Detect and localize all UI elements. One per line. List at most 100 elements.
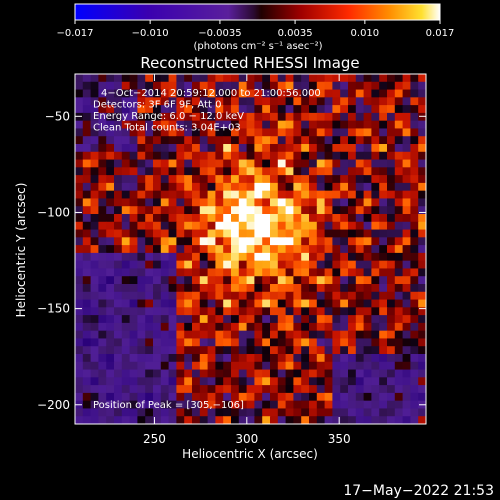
heatmap-cell: [238, 190, 248, 200]
heatmap-cell: [223, 105, 232, 114]
heatmap-cell: [231, 198, 240, 207]
heatmap-cell: [387, 182, 396, 192]
heatmap-cell: [238, 105, 248, 114]
heatmap-cell: [410, 392, 419, 402]
heatmap-cell: [121, 214, 131, 223]
heatmap-cell: [153, 237, 162, 246]
heatmap-cell: [121, 159, 131, 168]
heatmap-cell: [246, 369, 255, 378]
heatmap-cell: [98, 159, 107, 168]
y-axis-label: Heliocentric Y (arcsec): [14, 183, 28, 318]
heatmap-cell: [387, 284, 396, 293]
heatmap-cell: [270, 276, 279, 285]
heatmap-cell: [137, 245, 146, 254]
heatmap-cell: [402, 159, 411, 168]
heatmap-cell: [309, 400, 318, 410]
heatmap-cell: [402, 182, 411, 192]
heatmap-cell: [293, 276, 302, 285]
heatmap-cell: [153, 284, 162, 293]
heatmap-cell: [379, 81, 388, 91]
heatmap-cell: [168, 151, 177, 161]
heatmap-cell: [324, 338, 333, 347]
heatmap-cell: [348, 408, 357, 417]
heatmap-cell: [387, 307, 396, 316]
heatmap-cell: [348, 252, 357, 262]
heatmap-cell: [75, 221, 84, 231]
heatmap-cell: [137, 237, 146, 246]
heatmap-cell: [418, 385, 426, 394]
heatmap-cell: [340, 416, 349, 424]
heatmap-cell: [293, 97, 302, 106]
heatmap-cell: [285, 416, 294, 424]
heatmap-cell: [270, 190, 279, 200]
heatmap-cell: [270, 198, 279, 207]
heatmap-cell: [277, 120, 287, 130]
heatmap-cell: [254, 105, 263, 114]
heatmap-cell: [145, 361, 154, 371]
heatmap-cell: [153, 81, 162, 91]
colorbar-frame: [74, 3, 441, 21]
heatmap-cell: [254, 112, 263, 122]
heatmap-cell: [106, 105, 115, 114]
heatmap-cell: [324, 369, 333, 378]
heatmap-cell: [309, 167, 318, 176]
heatmap-cell: [129, 159, 138, 168]
heatmap-cell: [215, 361, 224, 371]
heatmap-cell: [309, 245, 318, 254]
heatmap-cell: [137, 307, 146, 316]
heatmap-cell: [402, 307, 411, 316]
heatmap-cell: [379, 369, 388, 378]
heatmap-cell: [355, 112, 365, 122]
heatmap-cell: [246, 167, 255, 176]
heatmap-cell: [387, 237, 396, 246]
heatmap-cell: [98, 175, 107, 184]
heatmap-cell: [285, 182, 294, 192]
heatmap-cell: [293, 416, 302, 424]
heatmap-cell: [285, 284, 294, 293]
heatmap-cell: [231, 206, 240, 215]
heatmap-cell: [293, 322, 302, 332]
heatmap-cell: [270, 361, 279, 371]
heatmap-cell: [332, 284, 341, 293]
heatmap-cell: [114, 81, 123, 91]
heatmap-cell: [192, 408, 201, 417]
heatmap-cell: [301, 291, 310, 301]
heatmap-cell: [114, 120, 123, 130]
heatmap-cell: [394, 97, 404, 106]
heatmap-cell: [121, 354, 131, 363]
heatmap-cell: [332, 322, 341, 332]
heatmap-cell: [324, 167, 333, 176]
heatmap-cell: [340, 97, 349, 106]
heatmap-cell: [285, 206, 294, 215]
heatmap-cell: [90, 307, 99, 316]
heatmap-cell: [231, 175, 240, 184]
heatmap-cell: [90, 291, 99, 301]
heatmap-cell: [363, 299, 372, 308]
heatmap-cell: [410, 105, 419, 114]
heatmap-cell: [340, 128, 349, 137]
heatmap-cell: [348, 377, 357, 386]
heatmap-cell: [387, 385, 396, 394]
heatmap-cell: [277, 284, 287, 293]
heatmap-cell: [168, 377, 177, 386]
heatmap-cell: [371, 369, 380, 378]
heatmap-cell: [121, 245, 131, 254]
heatmap-cell: [363, 136, 372, 145]
heatmap-cell: [98, 385, 107, 394]
heatmap-cell: [254, 392, 263, 402]
heatmap-cell: [238, 89, 248, 98]
heatmap-cell: [316, 206, 326, 215]
heatmap-cell: [121, 221, 131, 231]
heatmap-cell: [121, 74, 131, 83]
heatmap-cell: [277, 322, 287, 332]
heatmap-cell: [238, 338, 248, 347]
heatmap-cell: [114, 361, 123, 371]
heatmap-cell: [355, 416, 365, 424]
heatmap-cell: [394, 400, 404, 410]
heatmap-cell: [301, 416, 310, 424]
heatmap-cell: [348, 245, 357, 254]
heatmap-cell: [192, 221, 201, 231]
heatmap-cell: [98, 346, 107, 355]
heatmap-cell: [363, 159, 372, 168]
heatmap-cell: [192, 167, 201, 176]
